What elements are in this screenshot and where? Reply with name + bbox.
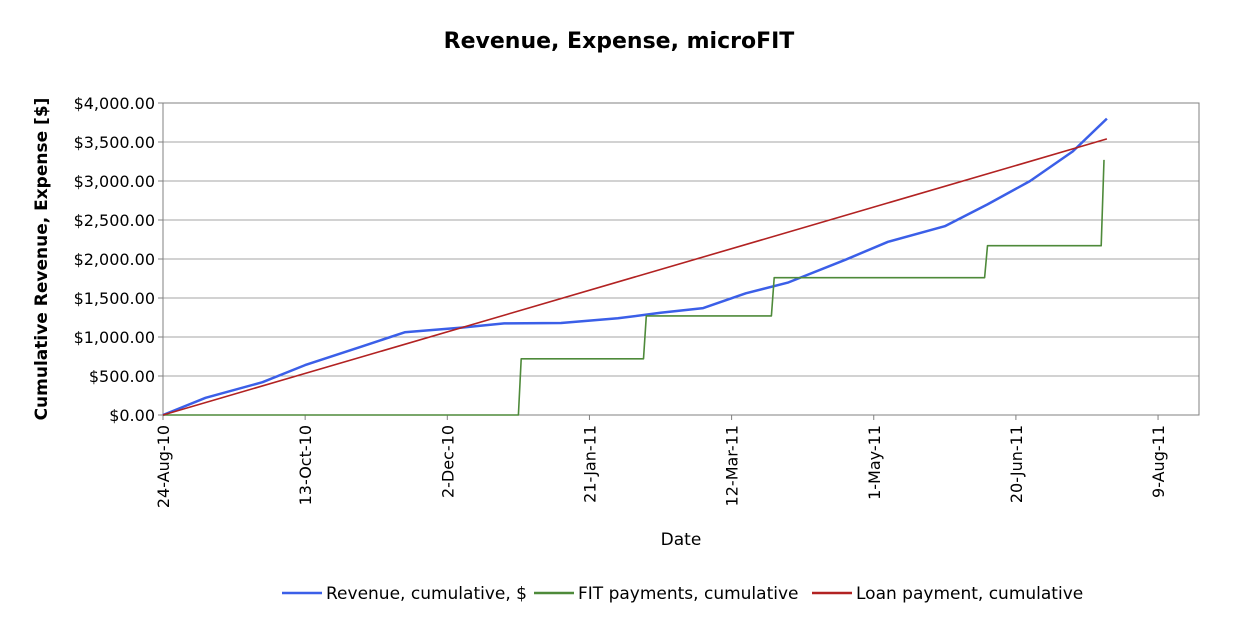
y-tick-label: $2,500.00 (74, 211, 155, 230)
y-tick-label: $3,000.00 (74, 172, 155, 191)
x-axis-label: Date (661, 530, 702, 550)
x-axis: 24-Aug-10 13-Oct-10 2-Dec-10 21-Jan-11 12-Ma… (154, 415, 1168, 508)
y-tick-label: $0.00 (109, 406, 155, 425)
legend-label: FIT payments, cumulative (578, 584, 798, 604)
x-tick-label: 9-Aug-11 (1149, 425, 1168, 498)
chart-title: Revenue, Expense, microFIT (444, 29, 795, 54)
y-axis-label: Cumulative Revenue, Expense [$] (32, 98, 52, 421)
y-tick-label: $2,000.00 (74, 250, 155, 269)
legend-label: Revenue, cumulative, $ (326, 584, 527, 604)
legend-label: Loan payment, cumulative (856, 584, 1083, 604)
y-tick-label: $4,000.00 (74, 94, 155, 113)
y-tick-label: $500.00 (89, 367, 155, 386)
series-line (162, 117, 1108, 417)
x-tick-label: 21-Jan-11 (580, 425, 599, 503)
x-tick-label: 12-Mar-11 (723, 425, 742, 506)
x-tick-label: 13-Oct-10 (296, 425, 315, 505)
x-tick-label: 20-Jun-11 (1007, 425, 1026, 503)
legend: Revenue, cumulative, $ FIT payments, cumu… (282, 584, 1083, 604)
series-line (163, 159, 1105, 416)
x-tick-label: 1-May-11 (865, 425, 884, 500)
x-tick-label: 2-Dec-10 (438, 425, 457, 498)
series-line (162, 138, 1108, 416)
y-tick-label: $1,500.00 (74, 289, 155, 308)
grid (163, 102, 1199, 416)
y-tick-label: $3,500.00 (74, 133, 155, 152)
series-group (162, 117, 1108, 417)
x-tick-label: 24-Aug-10 (154, 425, 173, 508)
y-tick-label: $1,000.00 (74, 328, 155, 347)
y-axis: $0.00 $500.00 $1,000.00 $1,500.00 $2,000.00 $… (74, 94, 163, 425)
